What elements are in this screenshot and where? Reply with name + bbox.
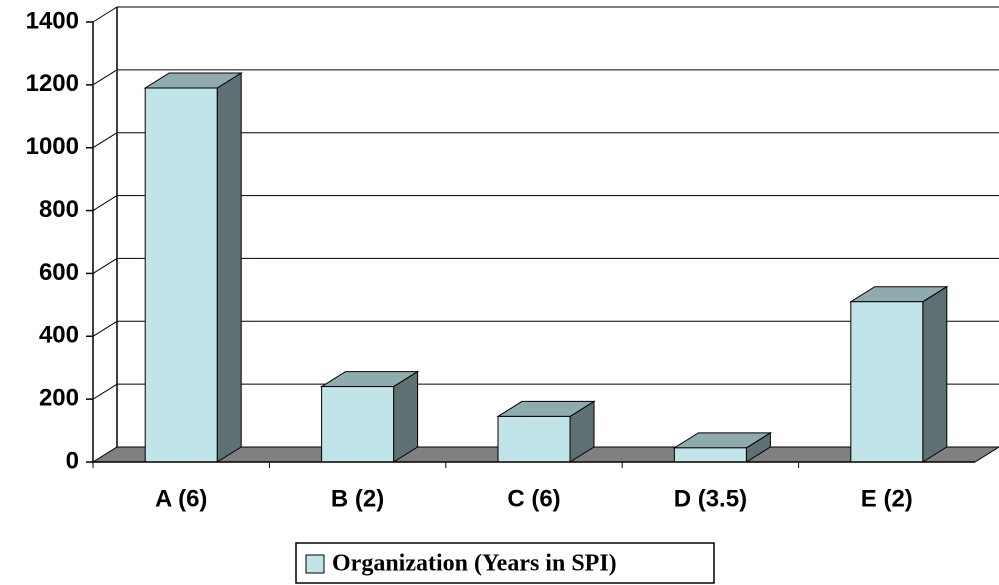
bar-side [216,72,242,463]
grid-line-side [92,132,118,149]
x-tick-label: E (2) [861,485,913,512]
x-tick-label: C (6) [507,485,560,512]
bar [321,386,395,463]
y-tick-label: 1000 [26,133,79,160]
y-tick-label: 1400 [26,7,79,34]
x-tick-label: D (3.5) [674,485,747,512]
bar [144,87,218,463]
y-tick-label: 400 [39,322,79,349]
grid-line-side [92,69,118,86]
x-tick-label: A (6) [155,485,207,512]
y-tick-label: 600 [39,259,79,286]
y-tick-label: 800 [39,196,79,223]
y-tick-label: 200 [39,384,79,411]
y-tick-label: 0 [66,447,79,474]
grid-line-side [92,6,118,23]
bar-side [393,370,419,463]
legend: Organization (Years in SPI) [295,542,715,584]
legend-label: Organization (Years in SPI) [332,551,617,577]
x-tick-label: B (2) [331,485,384,512]
y-tick-label: 1200 [26,70,79,97]
grid-line-side [92,195,118,211]
legend-swatch [305,554,325,574]
grid-line-side [92,383,118,400]
bar [850,301,924,463]
grid-line-side [92,320,118,337]
legend-box [295,542,715,584]
bar [497,415,571,463]
grid-line-side [92,258,118,274]
bar [673,447,747,463]
bar-side [922,285,948,463]
